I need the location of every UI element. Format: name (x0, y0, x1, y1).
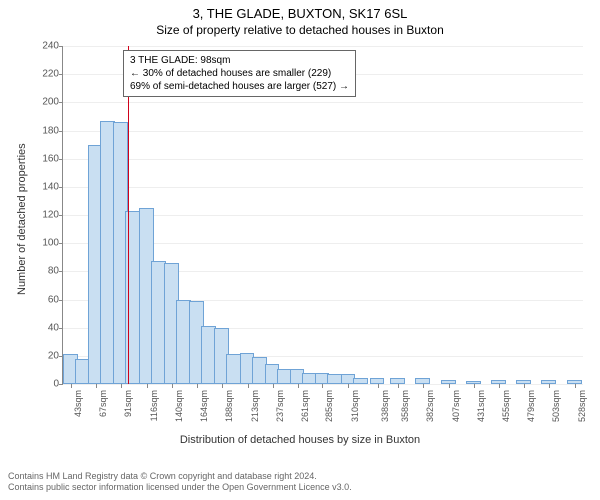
y-axis-label: Number of detached properties (16, 143, 28, 295)
page-title: 3, THE GLADE, BUXTON, SK17 6SL (0, 0, 600, 21)
y-tick-label: 0 (53, 379, 63, 390)
y-tick-label: 220 (42, 69, 63, 80)
x-tick-label: 164sqm (197, 390, 209, 422)
x-tick-label: 261sqm (298, 390, 310, 422)
x-tick-label: 188sqm (222, 390, 234, 422)
x-tick-label: 43sqm (71, 390, 83, 417)
y-tick-label: 120 (42, 210, 63, 221)
y-tick-label: 140 (42, 181, 63, 192)
histogram-bar (353, 378, 368, 384)
page-subtitle: Size of property relative to detached ho… (0, 21, 600, 37)
y-tick-label: 60 (48, 294, 63, 305)
footer-line1: Contains HM Land Registry data © Crown c… (8, 471, 352, 483)
x-tick-label: 116sqm (147, 390, 159, 421)
histogram-plot: 02040608010012014016018020022024043sqm67… (62, 46, 583, 385)
y-tick-label: 80 (48, 266, 63, 277)
y-tick-label: 160 (42, 153, 63, 164)
y-tick-label: 180 (42, 125, 63, 136)
x-tick-label: 285sqm (322, 390, 334, 422)
x-tick-label: 91sqm (121, 390, 133, 417)
y-tick-label: 200 (42, 97, 63, 108)
x-tick-label: 407sqm (449, 390, 461, 422)
x-tick-label: 213sqm (248, 390, 260, 422)
y-tick-label: 40 (48, 322, 63, 333)
y-tick-label: 100 (42, 238, 63, 249)
x-tick-label: 338sqm (378, 390, 390, 422)
x-tick-label: 528sqm (575, 390, 587, 422)
annot-line1: 3 THE GLADE: 98sqm (130, 54, 349, 67)
x-tick-label: 310sqm (348, 390, 360, 422)
x-tick-label: 431sqm (474, 390, 486, 422)
x-tick-label: 455sqm (499, 390, 511, 422)
annot-line3: 69% of semi-detached houses are larger (… (130, 80, 349, 93)
y-tick-label: 240 (42, 41, 63, 52)
x-tick-label: 382sqm (423, 390, 435, 422)
x-tick-label: 358sqm (398, 390, 410, 422)
footer-line2: Contains public sector information licen… (8, 482, 352, 494)
x-tick-label: 503sqm (549, 390, 561, 422)
annotation-box: 3 THE GLADE: 98sqm← 30% of detached hous… (123, 50, 356, 97)
annot-line2: ← 30% of detached houses are smaller (22… (130, 67, 349, 80)
x-tick-label: 67sqm (96, 390, 108, 417)
x-tick-label: 479sqm (524, 390, 536, 422)
footer-credits: Contains HM Land Registry data © Crown c… (8, 471, 352, 494)
x-axis-label: Distribution of detached houses by size … (180, 434, 420, 446)
y-tick-label: 20 (48, 350, 63, 361)
x-tick-label: 237sqm (273, 390, 285, 422)
x-tick-label: 140sqm (172, 390, 184, 422)
